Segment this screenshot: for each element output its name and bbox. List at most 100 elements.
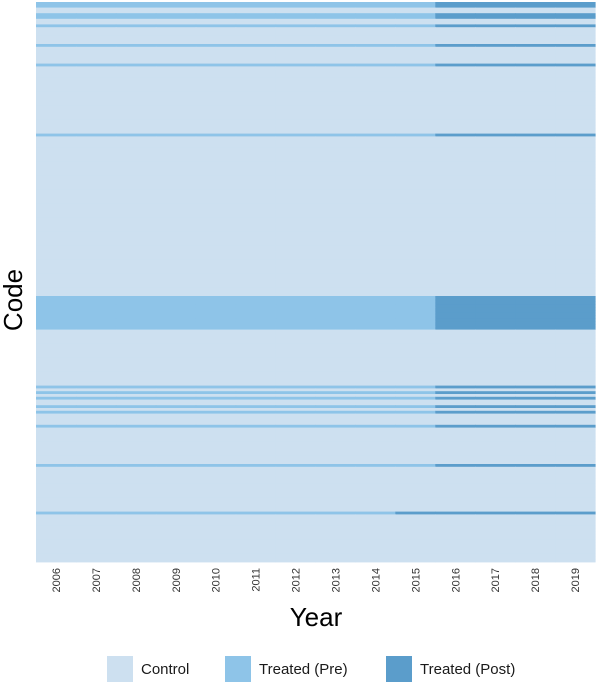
heatmap-cell-control [235, 186, 277, 190]
heatmap-cell-pre [115, 301, 157, 305]
heatmap-cell-control [355, 517, 396, 521]
heatmap-cell-control [435, 270, 476, 274]
heatmap-cell-control [355, 175, 396, 179]
heatmap-cell-control [155, 430, 197, 434]
heatmap-cell-control [355, 357, 396, 361]
heatmap-cell-control [195, 335, 237, 339]
heatmap-cell-control [36, 329, 77, 333]
heatmap-cell-control [155, 548, 197, 552]
heatmap-cell-control [195, 7, 237, 11]
heatmap-cell-control [475, 83, 516, 87]
heatmap-cell-control [115, 58, 157, 62]
heatmap-cell-control [75, 114, 117, 118]
heatmap-cell-control [395, 55, 436, 59]
heatmap-cell-control [36, 114, 77, 118]
heatmap-cell-control [75, 394, 117, 398]
heatmap-cell-control [315, 270, 357, 274]
heatmap-cell-control [515, 340, 556, 344]
heatmap-cell-control [395, 354, 436, 358]
heatmap-cell-control [555, 66, 596, 70]
legend-swatch-treated-post [386, 656, 412, 682]
heatmap-cell-control [515, 506, 556, 510]
heatmap-cell-control [315, 492, 357, 496]
heatmap-cell-control [195, 399, 237, 403]
heatmap-cell-control [395, 284, 436, 288]
heatmap-cell-control [555, 60, 596, 64]
heatmap-cell-control [75, 276, 117, 280]
heatmap-cell-pre [36, 318, 77, 322]
heatmap-cell-control [315, 553, 357, 557]
heatmap-cell-control [555, 427, 596, 431]
heatmap-cell-control [475, 408, 516, 412]
heatmap-cell-control [36, 514, 77, 518]
heatmap-cell-control [155, 60, 197, 64]
heatmap-cell-control [515, 144, 556, 148]
heatmap-cell-pre [195, 424, 237, 428]
heatmap-cell-control [355, 231, 396, 235]
heatmap-cell-control [235, 259, 277, 263]
heatmap-cell-post [475, 2, 516, 6]
heatmap-cell-control [115, 525, 157, 529]
heatmap-cell-post [435, 405, 476, 409]
heatmap-cell-control [315, 52, 357, 56]
heatmap-cell-control [315, 480, 357, 484]
heatmap-cell-control [235, 368, 277, 372]
heatmap-cell-control [355, 486, 396, 490]
heatmap-cell-control [195, 74, 237, 78]
heatmap-cell-control [435, 332, 476, 336]
heatmap-cell-control [555, 447, 596, 451]
heatmap-cell-control [555, 195, 596, 199]
heatmap-cell-control [395, 94, 436, 98]
heatmap-cell-control [275, 58, 317, 62]
heatmap-cell-control [395, 268, 436, 272]
heatmap-cell-pre [355, 307, 396, 311]
heatmap-cell-control [235, 58, 277, 62]
heatmap-cell-control [355, 492, 396, 496]
heatmap-cell-control [315, 262, 357, 266]
heatmap-cell-control [275, 478, 317, 482]
heatmap-cell-control [355, 18, 396, 22]
heatmap-cell-control [355, 130, 396, 134]
heatmap-cell-control [555, 492, 596, 496]
heatmap-cell-control [435, 472, 476, 476]
heatmap-cell-control [195, 478, 237, 482]
heatmap-cell-post [475, 63, 516, 67]
heatmap-cell-control [235, 486, 277, 490]
heatmap-cell-control [235, 231, 277, 235]
heatmap-cell-control [155, 198, 197, 202]
heatmap-cell-control [555, 494, 596, 498]
heatmap-cell-post [555, 24, 596, 28]
heatmap-cell-control [355, 237, 396, 241]
heatmap-cell-control [75, 234, 117, 238]
heatmap-cell-control [275, 469, 317, 473]
heatmap-cell-control [36, 354, 77, 358]
heatmap-cell-control [555, 416, 596, 420]
heatmap-cell-control [75, 125, 117, 129]
heatmap-cell-control [435, 276, 476, 280]
heatmap-cell-control [435, 102, 476, 106]
heatmap-cell-post [475, 133, 516, 137]
heatmap-cell-control [355, 144, 396, 148]
heatmap-cell-control [36, 427, 77, 431]
heatmap-cell-control [515, 368, 556, 372]
heatmap-cell-control [555, 352, 596, 356]
heatmap-cell-control [75, 399, 117, 403]
heatmap-cell-control [275, 354, 317, 358]
heatmap-cell-post [515, 464, 556, 468]
heatmap-cell-control [36, 413, 77, 417]
heatmap-cell-control [395, 531, 436, 535]
heatmap-cell-control [275, 245, 317, 249]
heatmap-cell-control [155, 195, 197, 199]
heatmap-cell-control [36, 41, 77, 45]
heatmap-cell-control [475, 231, 516, 235]
heatmap-cell-control [315, 290, 357, 294]
heatmap-cell-pre [195, 298, 237, 302]
heatmap-cell-control [195, 427, 237, 431]
heatmap-cell-control [36, 217, 77, 221]
heatmap-cell-control [395, 371, 436, 375]
heatmap-cell-control [315, 58, 357, 62]
heatmap-cell-control [115, 447, 157, 451]
heatmap-cell-control [355, 268, 396, 272]
heatmap-cell-control [115, 150, 157, 154]
heatmap-cell-control [36, 203, 77, 207]
